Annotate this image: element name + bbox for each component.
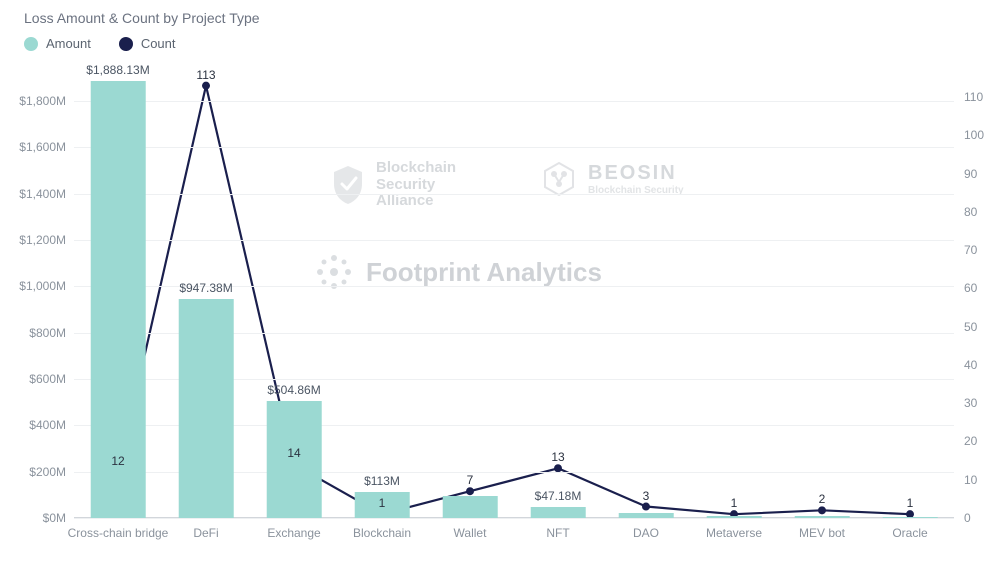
- chart-container: Loss Amount & Count by Project Type Amou…: [0, 0, 1000, 572]
- category-label: DAO: [633, 526, 659, 540]
- gridline: [74, 194, 954, 195]
- category-label: Blockchain: [353, 526, 411, 540]
- y-right-tick-label: 40: [964, 358, 977, 372]
- y-left-tick-label: $800M: [29, 326, 66, 340]
- category-label: Oracle: [892, 526, 927, 540]
- chart-legend: Amount Count: [24, 36, 176, 51]
- legend-item-amount: Amount: [24, 36, 91, 51]
- bar-value-label: $113M: [364, 474, 400, 488]
- bar: [179, 299, 234, 518]
- bar-value-label: $47.18M: [535, 489, 582, 503]
- legend-swatch-amount: [24, 37, 38, 51]
- bar: [443, 496, 498, 518]
- y-right-tick-label: 0: [964, 511, 971, 525]
- legend-item-count: Count: [119, 36, 176, 51]
- line-marker: [642, 503, 650, 511]
- line-marker: [202, 82, 210, 90]
- bar: [91, 81, 146, 518]
- gridline: [74, 147, 954, 148]
- legend-label-count: Count: [141, 36, 176, 51]
- line-value-label: 1: [731, 496, 738, 510]
- chart-title: Loss Amount & Count by Project Type: [24, 10, 260, 26]
- line-value-label: 7: [467, 473, 474, 487]
- bar: [619, 513, 674, 518]
- line-value-label: 1: [379, 496, 386, 510]
- y-right-tick-label: 100: [964, 128, 984, 142]
- y-left-tick-label: $1,400M: [19, 187, 66, 201]
- bar-value-label: $947.38M: [179, 281, 232, 295]
- y-right-tick-label: 90: [964, 167, 977, 181]
- plot-area: [74, 78, 954, 518]
- bar-value-label: $504.86M: [267, 383, 320, 397]
- category-label: NFT: [546, 526, 569, 540]
- line-marker: [466, 487, 474, 495]
- gridline: [74, 518, 954, 519]
- gridline: [74, 240, 954, 241]
- y-right-tick-label: 20: [964, 434, 977, 448]
- line-value-label: 14: [287, 446, 300, 460]
- y-right-tick-label: 50: [964, 320, 977, 334]
- bar: [795, 516, 850, 518]
- category-label: MEV bot: [799, 526, 845, 540]
- line-value-label: 3: [643, 489, 650, 503]
- y-left-tick-label: $0M: [43, 511, 66, 525]
- line-series: [118, 86, 910, 515]
- y-right-tick-label: 30: [964, 396, 977, 410]
- category-label: DeFi: [193, 526, 218, 540]
- y-right-tick-label: 80: [964, 205, 977, 219]
- legend-swatch-count: [119, 37, 133, 51]
- y-left-tick-label: $1,200M: [19, 233, 66, 247]
- y-left-tick-label: $1,800M: [19, 94, 66, 108]
- gridline: [74, 101, 954, 102]
- category-label: Metaverse: [706, 526, 762, 540]
- bar: [883, 517, 938, 518]
- y-left-tick-label: $1,600M: [19, 140, 66, 154]
- line-value-label: 13: [551, 450, 564, 464]
- y-right-tick-label: 70: [964, 243, 977, 257]
- y-right-tick-label: 60: [964, 281, 977, 295]
- category-label: Wallet: [454, 526, 487, 540]
- line-value-label: 113: [196, 68, 215, 82]
- category-label: Cross-chain bridge: [68, 526, 169, 540]
- y-right-tick-label: 10: [964, 473, 977, 487]
- line-value-label: 2: [819, 492, 826, 506]
- legend-label-amount: Amount: [46, 36, 91, 51]
- y-left-tick-label: $1,000M: [19, 279, 66, 293]
- bar: [707, 516, 762, 518]
- y-right-tick-label: 110: [964, 90, 983, 104]
- line-marker: [818, 506, 826, 514]
- category-label: Exchange: [267, 526, 320, 540]
- y-left-tick-label: $400M: [29, 418, 66, 432]
- y-left-tick-label: $200M: [29, 465, 66, 479]
- line-value-label: 1: [907, 496, 914, 510]
- bar: [531, 507, 586, 518]
- line-value-label: 12: [111, 454, 124, 468]
- bar-value-label: $1,888.13M: [86, 63, 149, 77]
- y-left-tick-label: $600M: [29, 372, 66, 386]
